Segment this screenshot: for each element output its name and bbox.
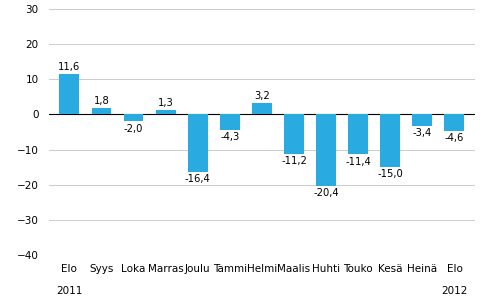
Text: -16,4: -16,4 [184, 174, 210, 184]
Bar [348, 114, 367, 154]
Text: 11,6: 11,6 [58, 61, 80, 72]
Text: 1,8: 1,8 [93, 96, 109, 106]
Bar [284, 114, 303, 154]
Bar [443, 114, 464, 130]
Bar [187, 114, 207, 172]
Text: -11,4: -11,4 [345, 157, 370, 166]
Text: -4,6: -4,6 [444, 133, 463, 143]
Text: -20,4: -20,4 [313, 188, 338, 198]
Bar [219, 114, 239, 130]
Text: -4,3: -4,3 [220, 132, 239, 142]
Bar [411, 114, 431, 126]
Bar [316, 114, 335, 186]
Text: 2011: 2011 [56, 286, 82, 296]
Text: 3,2: 3,2 [254, 91, 269, 101]
Bar [123, 114, 143, 122]
Text: -2,0: -2,0 [123, 124, 143, 134]
Bar [59, 74, 79, 114]
Bar [91, 108, 111, 114]
Text: 2012: 2012 [440, 286, 467, 296]
Bar [251, 103, 272, 114]
Bar [155, 110, 175, 114]
Text: -15,0: -15,0 [377, 169, 402, 179]
Text: 1,3: 1,3 [157, 98, 173, 108]
Text: -11,2: -11,2 [280, 156, 306, 166]
Bar [379, 114, 399, 167]
Text: -3,4: -3,4 [412, 128, 431, 139]
